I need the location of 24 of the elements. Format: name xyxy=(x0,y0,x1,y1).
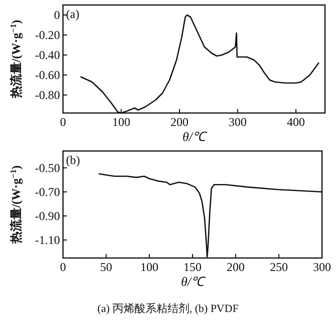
y-tick-label: -0.20 xyxy=(35,28,60,42)
y-tick-label: -0.50 xyxy=(35,160,60,175)
x-tick-label: 200 xyxy=(226,260,245,274)
y-tick-label: 0 xyxy=(54,8,60,22)
text: (a) 丙烯酸系粘结剂, (b) PVDF xyxy=(97,302,239,315)
x-tick-label: 100 xyxy=(140,260,158,274)
chart-title: (a) xyxy=(66,7,80,21)
x-tick-label: 100 xyxy=(112,115,130,129)
chart-title: (b) xyxy=(66,153,80,167)
x-axis-title: θ/℃ xyxy=(182,129,208,144)
x-tick-label: 300 xyxy=(228,115,247,129)
x-tick-label: 250 xyxy=(270,260,288,274)
x-tick-label: 200 xyxy=(170,115,188,129)
y-tick-label: -0.90 xyxy=(35,208,60,223)
y-tick-label: -0.40 xyxy=(35,48,60,62)
x-tick-label: 150 xyxy=(184,260,202,274)
y-tick-label: -0.80 xyxy=(35,88,60,102)
x-tick-label: 400 xyxy=(286,115,305,129)
y-tick-label: -1.10 xyxy=(35,232,60,247)
x-tick-label: 300 xyxy=(313,260,331,274)
x-tick-label: 50 xyxy=(100,260,112,274)
y-tick-label: -0.70 xyxy=(35,184,60,199)
x-axis-title: θ/℃ xyxy=(181,274,206,289)
y-tick-label: -0.60 xyxy=(35,68,60,82)
